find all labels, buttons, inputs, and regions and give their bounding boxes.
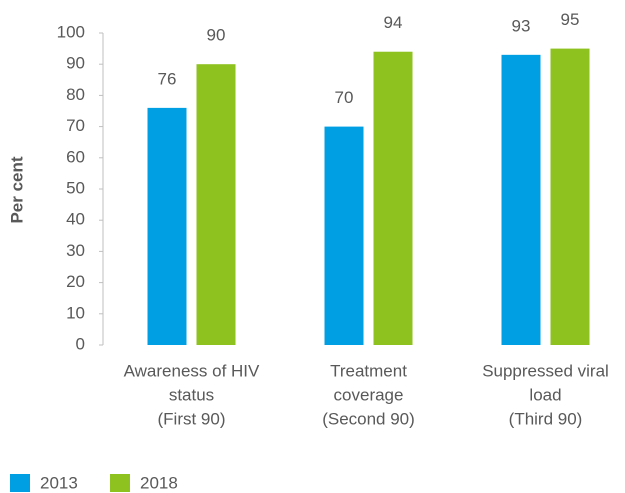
y-tick-label: 10: [66, 303, 85, 322]
y-tick-label: 50: [66, 178, 85, 197]
y-tick-label: 70: [66, 116, 85, 135]
legend-swatch: [10, 474, 30, 492]
x-tick-label: load: [529, 385, 561, 404]
value-label: 90: [207, 26, 226, 45]
value-label: 93: [512, 16, 531, 35]
y-axis-label: Per cent: [7, 156, 26, 223]
y-tick-label: 0: [76, 334, 85, 353]
value-label: 95: [561, 10, 580, 29]
x-tick-label: Treatment: [330, 361, 407, 380]
x-tick-label: (First 90): [158, 409, 226, 428]
value-label: 70: [335, 88, 354, 107]
bar: [501, 54, 541, 346]
value-label: 94: [384, 13, 403, 32]
x-tick-label: Suppressed viral: [482, 361, 609, 380]
bar: [550, 48, 590, 345]
x-tick-label: status: [169, 385, 214, 404]
bar: [373, 51, 413, 345]
y-tick-label: 60: [66, 147, 85, 166]
legend-swatch: [110, 474, 130, 492]
y-tick-label: 30: [66, 241, 85, 260]
x-tick-label: Awareness of HIV: [124, 361, 260, 380]
legend-label: 2018: [140, 473, 178, 492]
y-tick-label: 40: [66, 210, 85, 229]
legend-label: 2013: [40, 473, 78, 492]
y-tick-label: 20: [66, 272, 85, 291]
bar: [147, 107, 187, 345]
y-tick-label: 80: [66, 85, 85, 104]
y-tick-label: 90: [66, 54, 85, 73]
x-tick-label: (Second 90): [322, 409, 415, 428]
bar: [324, 126, 364, 345]
x-tick-label: coverage: [334, 385, 404, 404]
bar: [196, 64, 236, 345]
value-label: 76: [158, 69, 177, 88]
y-tick-label: 100: [57, 22, 85, 41]
x-tick-label: (Third 90): [509, 409, 583, 428]
